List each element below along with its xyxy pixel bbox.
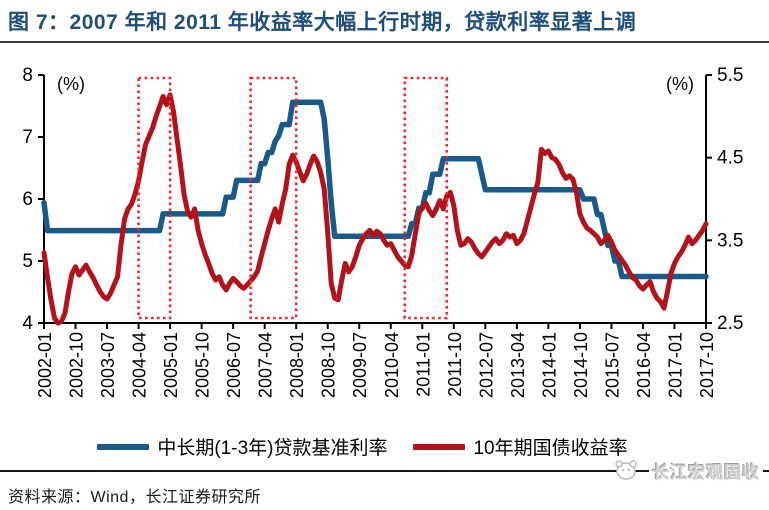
panda-brand-icon bbox=[615, 460, 637, 480]
footer-divider bbox=[0, 470, 769, 472]
svg-text:7: 7 bbox=[22, 127, 33, 148]
watermark-text: 长江宏观固收 bbox=[649, 457, 763, 483]
svg-text:6: 6 bbox=[22, 189, 33, 210]
svg-text:3.5: 3.5 bbox=[717, 230, 743, 251]
svg-text:5.5: 5.5 bbox=[717, 65, 743, 86]
legend-label: 10年期国债收益率 bbox=[473, 438, 628, 459]
svg-text:2003-07: 2003-07 bbox=[98, 332, 118, 398]
svg-text:2016-04: 2016-04 bbox=[634, 332, 654, 398]
page-title: 图 7：2007 年和 2011 年收益率大幅上行时期，贷款利率显著上调 bbox=[8, 11, 637, 34]
svg-text:2014-10: 2014-10 bbox=[571, 332, 591, 398]
svg-text:4: 4 bbox=[22, 313, 33, 334]
svg-text:2014-01: 2014-01 bbox=[539, 332, 559, 398]
svg-text:2011-10: 2011-10 bbox=[445, 332, 465, 397]
svg-text:2012-07: 2012-07 bbox=[476, 332, 496, 398]
svg-text:2015-07: 2015-07 bbox=[602, 332, 622, 398]
brand-watermark: 长江宏观固收 bbox=[612, 456, 763, 484]
svg-text:(%): (%) bbox=[57, 74, 85, 94]
legend-item-loan-rate: 中长期(1-3年)贷款基准利率 bbox=[97, 433, 387, 460]
svg-text:2002-01: 2002-01 bbox=[35, 332, 55, 398]
chart-canvas: 8 7 6 5 4 5.5 4.5 3.5 2.5 (%) (%) 2002-01 2002-10 200… bbox=[22, 65, 743, 398]
chart-legend: 中长期(1-3年)贷款基准利率 10年期国债收益率 bbox=[0, 433, 747, 460]
legend-label: 中长期(1-3年)贷款基准利率 bbox=[157, 438, 388, 459]
svg-text:2017-01: 2017-01 bbox=[665, 332, 685, 398]
svg-text:2006-07: 2006-07 bbox=[224, 332, 244, 398]
title-divider bbox=[0, 41, 769, 43]
loan-rate-line-swatch bbox=[97, 443, 150, 450]
svg-text:2010-04: 2010-04 bbox=[382, 332, 402, 398]
svg-text:2005-01: 2005-01 bbox=[161, 332, 181, 398]
svg-text:2007-04: 2007-04 bbox=[256, 332, 276, 398]
svg-text:(%): (%) bbox=[666, 74, 694, 94]
svg-text:2008-01: 2008-01 bbox=[287, 332, 307, 398]
svg-text:8: 8 bbox=[22, 65, 33, 86]
svg-text:2005-10: 2005-10 bbox=[193, 332, 213, 398]
svg-text:2004-04: 2004-04 bbox=[130, 332, 150, 398]
legend-item-bond-yield: 10年期国债收益率 bbox=[413, 433, 628, 460]
svg-text:5: 5 bbox=[22, 251, 33, 272]
svg-text:4.5: 4.5 bbox=[717, 148, 743, 169]
svg-text:2011-01: 2011-01 bbox=[413, 332, 433, 397]
dual-axis-line-chart: 8 7 6 5 4 5.5 4.5 3.5 2.5 (%) (%) 2002-01 2002-10 200… bbox=[0, 60, 769, 445]
svg-text:2013-04: 2013-04 bbox=[508, 332, 528, 398]
svg-text:2.5: 2.5 bbox=[717, 313, 743, 334]
svg-text:2017-10: 2017-10 bbox=[697, 332, 717, 398]
source-note: 资料来源：Wind，长江证券研究所 bbox=[8, 489, 261, 506]
svg-text:2008-10: 2008-10 bbox=[319, 332, 339, 398]
svg-text:2009-07: 2009-07 bbox=[350, 332, 370, 398]
svg-text:2002-10: 2002-10 bbox=[67, 332, 87, 398]
bond-yield-line-swatch bbox=[413, 443, 466, 450]
